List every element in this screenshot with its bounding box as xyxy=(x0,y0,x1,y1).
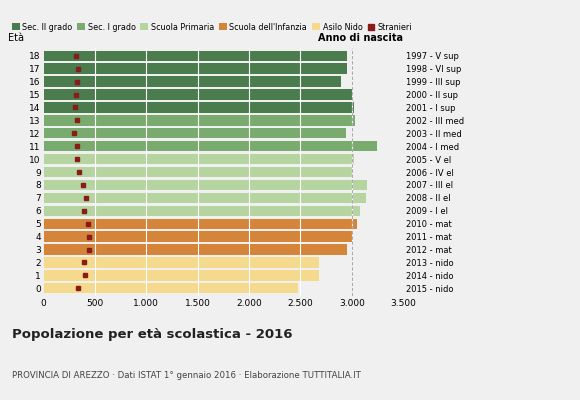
Bar xyxy=(44,232,353,242)
Bar xyxy=(44,270,319,280)
Bar xyxy=(44,141,378,151)
Bar xyxy=(44,154,354,164)
Text: Popolazione per età scolastica - 2016: Popolazione per età scolastica - 2016 xyxy=(12,328,292,341)
Bar xyxy=(44,115,355,126)
Bar xyxy=(44,283,298,294)
Text: Anno di nascita: Anno di nascita xyxy=(318,33,403,43)
Bar xyxy=(44,128,346,138)
Bar xyxy=(44,76,342,87)
Bar xyxy=(44,50,347,61)
Bar xyxy=(44,89,351,100)
Legend: Sec. II grado, Sec. I grado, Scuola Primaria, Scuola dell'Infanzia, Asilo Nido, : Sec. II grado, Sec. I grado, Scuola Prim… xyxy=(12,22,412,32)
Bar xyxy=(44,206,360,216)
Text: Età: Età xyxy=(8,33,24,43)
Text: PROVINCIA DI AREZZO · Dati ISTAT 1° gennaio 2016 · Elaborazione TUTTITALIA.IT: PROVINCIA DI AREZZO · Dati ISTAT 1° genn… xyxy=(12,371,361,380)
Bar xyxy=(44,193,366,203)
Bar xyxy=(44,257,319,268)
Bar xyxy=(44,102,354,112)
Bar xyxy=(44,64,347,74)
Bar xyxy=(44,180,367,190)
Bar xyxy=(44,167,353,177)
Bar xyxy=(44,218,357,229)
Bar xyxy=(44,244,347,255)
